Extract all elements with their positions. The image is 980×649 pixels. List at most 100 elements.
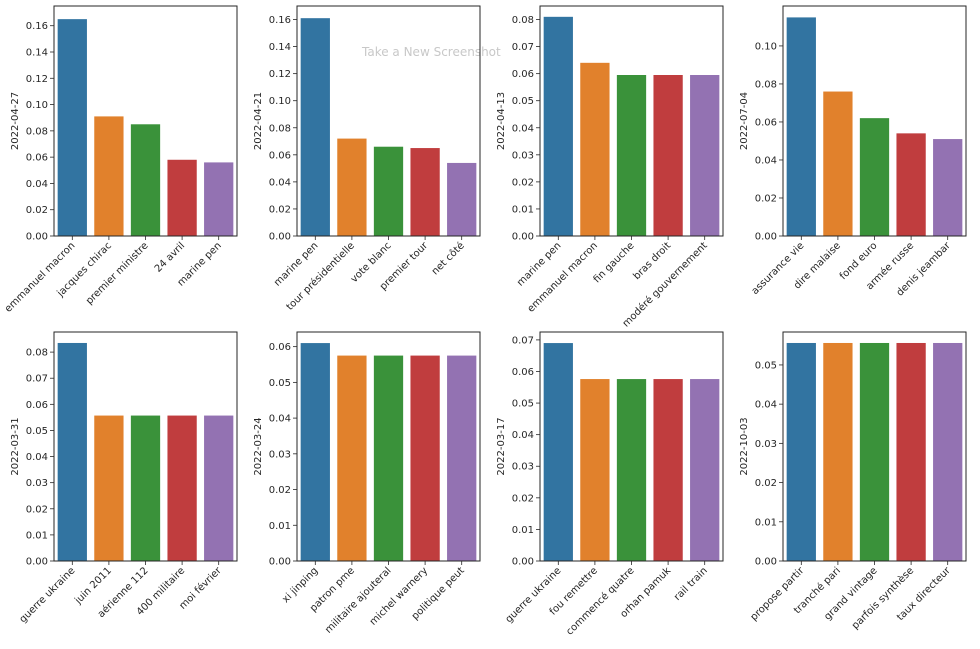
y-tick-label: 0.16 bbox=[269, 15, 291, 26]
y-tick-label: 0.16 bbox=[26, 21, 48, 32]
bar bbox=[580, 379, 610, 561]
y-tick-label: 0.05 bbox=[26, 426, 48, 437]
y-axis-label: 2022-04-21 bbox=[253, 92, 264, 150]
bar bbox=[167, 415, 197, 561]
y-tick-label: 0.02 bbox=[755, 193, 777, 204]
bar bbox=[410, 355, 440, 561]
y-tick-label: 0.07 bbox=[26, 374, 48, 385]
bar bbox=[300, 343, 330, 561]
y-tick-label: 0.04 bbox=[512, 430, 534, 441]
bar bbox=[167, 159, 197, 236]
y-tick-label: 0.02 bbox=[269, 485, 291, 496]
bar bbox=[204, 415, 234, 561]
y-tick-label: 0.00 bbox=[755, 232, 777, 243]
x-tick-label: premier ministre bbox=[84, 240, 151, 307]
screenshot-overlay-text: Take a New Screenshot bbox=[361, 45, 501, 59]
y-tick-label: 0.08 bbox=[512, 15, 534, 26]
bar bbox=[896, 133, 926, 236]
chart-panel: 0.000.010.020.030.040.050.060.070.08mari… bbox=[496, 5, 724, 329]
x-tick-label: net côté bbox=[429, 240, 467, 278]
bar bbox=[57, 19, 87, 236]
bar bbox=[543, 16, 573, 236]
y-tick-label: 0.03 bbox=[512, 150, 534, 161]
bar bbox=[896, 342, 926, 561]
bar bbox=[337, 138, 367, 236]
y-tick-label: 0.05 bbox=[755, 360, 777, 371]
x-tick-label: tour présidentielle bbox=[284, 240, 357, 313]
x-tick-label: guerre ukraine bbox=[18, 565, 78, 625]
y-tick-label: 0.00 bbox=[26, 232, 48, 243]
y-tick-label: 0.03 bbox=[269, 449, 291, 460]
y-tick-label: 0.04 bbox=[26, 452, 48, 463]
y-tick-label: 0.14 bbox=[269, 42, 291, 53]
y-tick-label: 0.04 bbox=[512, 123, 534, 134]
y-axis-label: 2022-07-04 bbox=[739, 92, 750, 150]
y-axis-label: 2022-03-24 bbox=[253, 417, 264, 475]
x-tick-label: emmanuel macron bbox=[3, 240, 77, 314]
y-tick-label: 0.05 bbox=[512, 96, 534, 107]
y-tick-label: 0.02 bbox=[512, 177, 534, 188]
y-tick-label: 0.06 bbox=[512, 367, 534, 378]
chart-panel: 0.00 0.02 0.04 0.06 0.08 0.10 0.12 0.14 0.16 emma… bbox=[3, 5, 238, 315]
y-tick-label: 0.08 bbox=[755, 79, 777, 90]
bar bbox=[616, 75, 647, 236]
y-tick-label: 0.02 bbox=[269, 204, 291, 215]
bar bbox=[616, 379, 647, 561]
y-tick-label: 0.12 bbox=[269, 69, 291, 80]
bar bbox=[543, 343, 573, 561]
bar bbox=[57, 342, 87, 561]
y-tick-label: 0.04 bbox=[26, 179, 48, 190]
y-tick-label: 0.04 bbox=[755, 155, 777, 166]
bar bbox=[447, 162, 477, 236]
y-tick-label: 0.04 bbox=[755, 400, 777, 411]
y-axis-label: 2022-10-03 bbox=[739, 417, 750, 475]
y-tick-label: 0.04 bbox=[269, 414, 291, 425]
y-tick-label: 0.12 bbox=[26, 74, 48, 85]
bar bbox=[410, 148, 440, 236]
y-tick-label: 0.03 bbox=[755, 439, 777, 450]
y-tick-label: 0.06 bbox=[269, 342, 291, 353]
bar bbox=[94, 116, 124, 236]
y-tick-label: 0.08 bbox=[26, 348, 48, 359]
bar bbox=[859, 118, 890, 236]
y-tick-label: 0.07 bbox=[512, 335, 534, 346]
y-tick-label: 0.05 bbox=[269, 378, 291, 389]
bar bbox=[130, 415, 161, 561]
bar bbox=[859, 342, 890, 561]
x-tick-label: commencé quatre bbox=[564, 565, 637, 638]
y-tick-label: 0.06 bbox=[269, 150, 291, 161]
bar bbox=[823, 91, 853, 236]
y-axis-label: 2022-04-13 bbox=[496, 92, 507, 150]
y-tick-label: 0.00 bbox=[512, 232, 534, 243]
x-tick-label: rail train bbox=[672, 565, 710, 603]
y-tick-label: 0.02 bbox=[26, 205, 48, 216]
y-tick-label: 0.08 bbox=[26, 126, 48, 137]
y-tick-label: 0.14 bbox=[26, 48, 48, 59]
y-tick-label: 0.04 bbox=[269, 177, 291, 188]
y-tick-label: 0.00 bbox=[26, 557, 48, 568]
bar bbox=[786, 342, 816, 561]
y-tick-label: 0.03 bbox=[26, 478, 48, 489]
x-tick-label: militaire ajouteral bbox=[323, 565, 393, 635]
y-tick-label: 0.01 bbox=[512, 525, 534, 536]
bar bbox=[94, 415, 124, 561]
y-tick-label: 0.02 bbox=[512, 493, 534, 504]
bar bbox=[373, 355, 404, 561]
x-tick-label: parfois synthèse bbox=[849, 565, 916, 632]
bar bbox=[690, 75, 720, 236]
y-tick-label: 0.06 bbox=[755, 117, 777, 128]
y-tick-label: 0.00 bbox=[269, 557, 291, 568]
bar bbox=[130, 124, 161, 236]
bar bbox=[653, 379, 683, 561]
y-tick-label: 0.00 bbox=[512, 557, 534, 568]
x-tick-label: 24 avril bbox=[153, 240, 187, 274]
y-tick-label: 0.01 bbox=[755, 517, 777, 528]
y-tick-label: 0.02 bbox=[755, 478, 777, 489]
bar bbox=[300, 18, 330, 237]
y-tick-label: 0.02 bbox=[26, 504, 48, 515]
bar bbox=[447, 355, 477, 561]
